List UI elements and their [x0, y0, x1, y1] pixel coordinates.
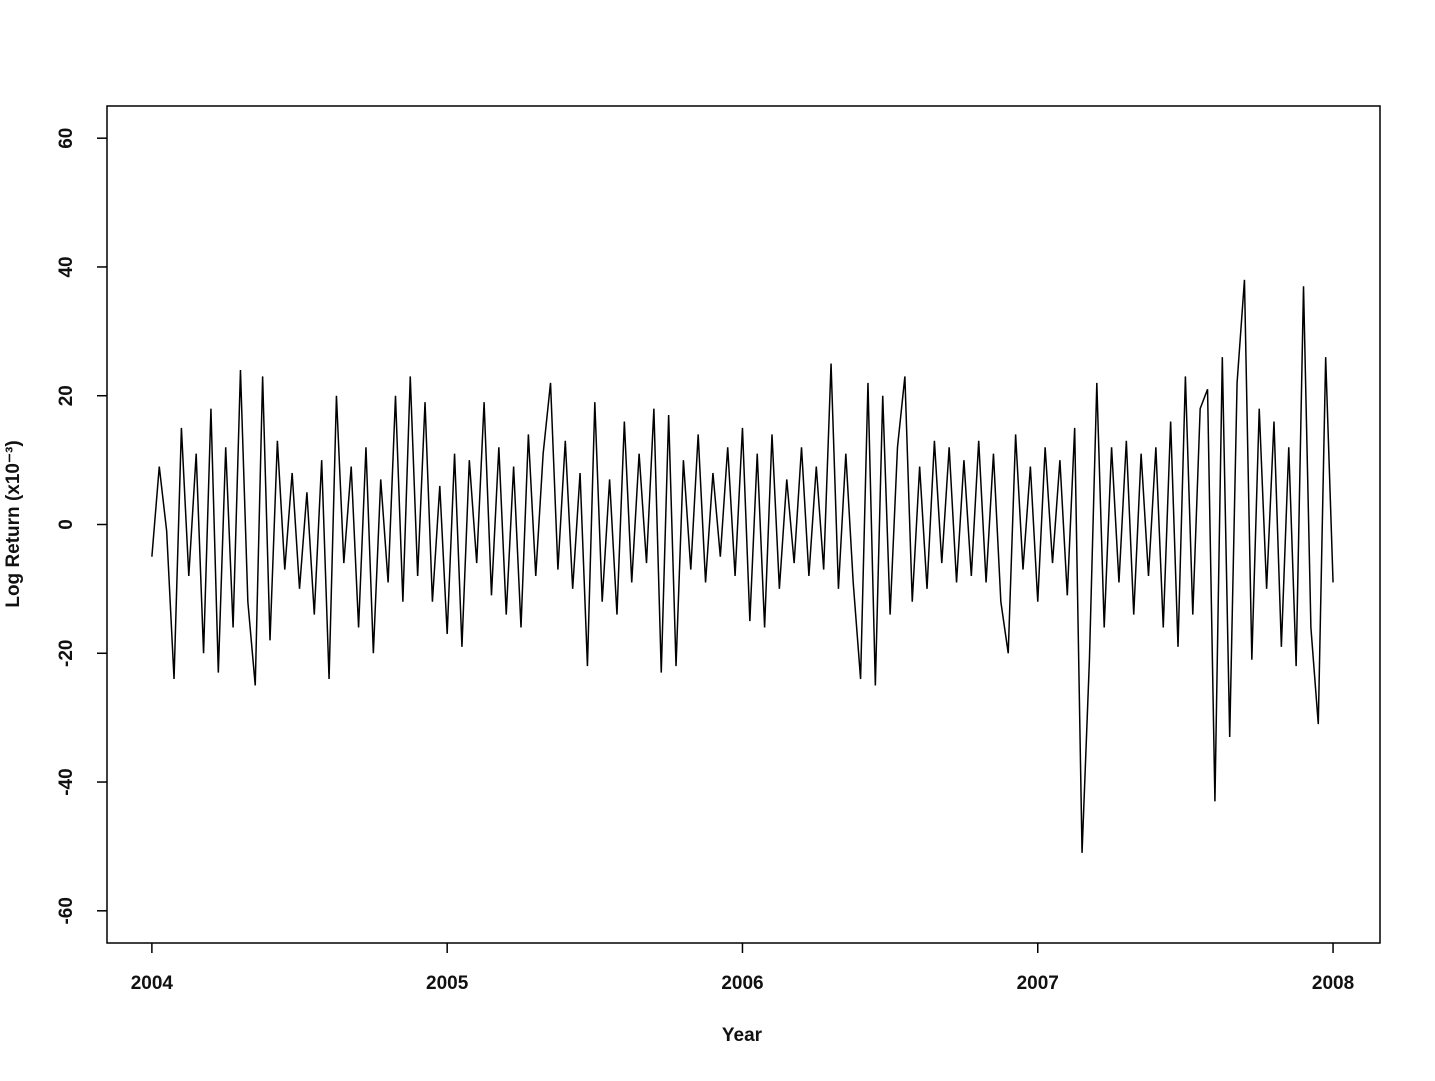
x-tick-label: 2008 — [1312, 973, 1354, 994]
y-tick-label: 20 — [56, 385, 77, 406]
y-tick-label: -40 — [56, 768, 77, 795]
y-tick-label: -20 — [56, 640, 77, 667]
y-tick-label: 40 — [56, 256, 77, 277]
y-tick-label: 0 — [56, 519, 77, 530]
plot-frame — [106, 105, 1381, 944]
series-line — [151, 279, 1334, 853]
x-axis-label: Year — [722, 1025, 763, 1046]
y-axis-label: Log Return (x10⁻³) — [3, 440, 24, 607]
x-tick-label: 2006 — [721, 973, 763, 994]
y-tick-label: -60 — [56, 897, 77, 924]
x-tick-label: 2007 — [1017, 973, 1059, 994]
x-tick-label: 2004 — [131, 973, 174, 994]
x-tick-label: 2005 — [426, 973, 469, 994]
y-tick-label: 60 — [56, 128, 77, 149]
